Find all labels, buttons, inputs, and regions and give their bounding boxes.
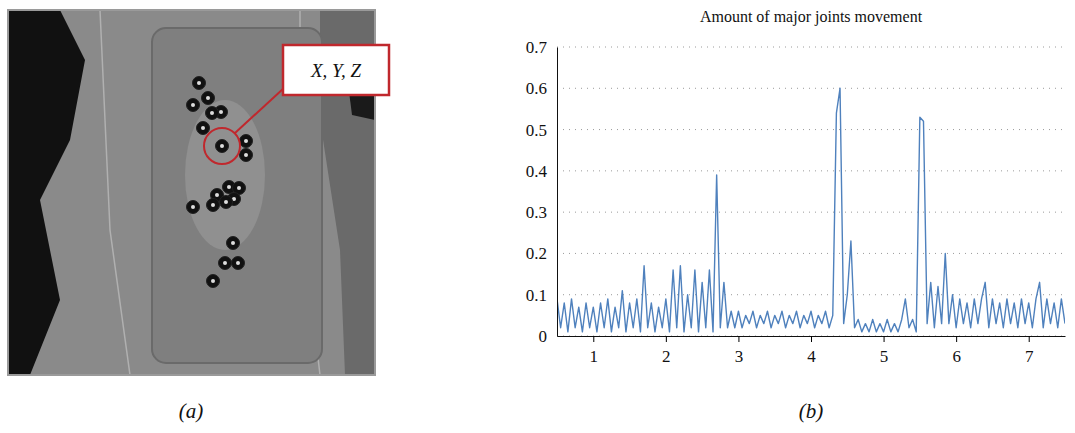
y-tick: 0.3	[526, 203, 557, 222]
chart-panel: Amount of major joints movement 0 0.1 0.2 0.…	[526, 8, 1066, 423]
grid-line	[557, 47, 1065, 48]
panel-label: (b)	[799, 399, 824, 423]
figure: X, Y, Z (a) Amount of major joints movemen…	[0, 0, 1075, 433]
x-tick: 6	[952, 336, 961, 366]
y-tick-label: 0.5	[526, 121, 547, 140]
marker	[206, 107, 219, 120]
x-tick: 7	[1025, 336, 1034, 366]
marker-center	[227, 185, 231, 189]
x-tick: 2	[662, 336, 671, 366]
grid-line	[557, 253, 1065, 254]
x-tick-label: 6	[952, 347, 961, 366]
marker	[227, 237, 240, 250]
y-tick: 0.2	[526, 244, 557, 263]
data-line	[557, 88, 1065, 332]
grid	[557, 47, 1065, 336]
marker-center	[191, 103, 195, 107]
x-tick-mark	[956, 336, 957, 342]
y-tick-label: 0.6	[526, 79, 547, 98]
x-tick-mark	[738, 336, 739, 342]
y-tick: 0.5	[526, 121, 557, 140]
marker-center	[224, 200, 228, 204]
y-tick: 0.6	[526, 79, 557, 98]
y-tick: 0.1	[526, 286, 557, 305]
chart-title: Amount of major joints movement	[700, 8, 923, 26]
grid-line	[557, 170, 1065, 171]
x-tick-label: 7	[1025, 347, 1034, 366]
marker	[187, 201, 200, 214]
x-tick: 5	[880, 336, 889, 366]
y-tick-label: 0.2	[526, 244, 547, 263]
grid-line	[557, 294, 1065, 295]
marker	[207, 275, 220, 288]
grid-line	[557, 88, 1065, 89]
callout-circle	[204, 128, 240, 164]
depth-image-panel: X, Y, Z (a)	[8, 10, 389, 423]
marker-center	[220, 144, 224, 148]
y-tick-label: 0.7	[526, 38, 548, 57]
y-tick-label: 0	[539, 327, 548, 346]
marker-center	[206, 96, 210, 100]
marker-center	[244, 139, 248, 143]
y-tick: 0.7	[526, 38, 557, 57]
x-tick-label: 2	[662, 347, 671, 366]
x-tick-mark	[593, 336, 594, 342]
x-tick: 3	[735, 336, 744, 366]
marker-center	[211, 203, 215, 207]
y-tick-label: 0.3	[526, 203, 547, 222]
grid-line	[557, 129, 1065, 130]
panel-label: (a)	[179, 399, 204, 423]
marker	[193, 77, 206, 90]
marker	[240, 149, 253, 162]
marker	[216, 140, 229, 153]
y-tick-label: 0.1	[526, 286, 547, 305]
x-tick: 1	[590, 336, 599, 366]
dark-region	[8, 10, 85, 375]
x-tick: 4	[807, 336, 816, 366]
marker-center	[236, 261, 240, 265]
marker-center	[191, 205, 195, 209]
y-axis-line	[557, 48, 558, 337]
depth-image	[8, 10, 375, 375]
marker-center	[197, 81, 201, 85]
x-tick-label: 3	[735, 347, 744, 366]
y-axis: 0 0.1 0.2 0.3 0.4 0.5 0.6 0.7	[526, 38, 558, 346]
callout-label: X, Y, Z	[310, 60, 361, 81]
x-tick-label: 5	[880, 347, 889, 366]
marker-center	[223, 261, 227, 265]
callout-box	[283, 45, 389, 95]
marker	[232, 257, 245, 270]
marker-center	[231, 241, 235, 245]
marker	[240, 135, 253, 148]
marker	[220, 196, 233, 209]
body-region	[185, 100, 265, 250]
marker	[207, 199, 220, 212]
image-frame	[8, 10, 375, 375]
x-tick-mark	[884, 336, 885, 342]
marker-center	[244, 153, 248, 157]
marker-center	[211, 279, 215, 283]
plot-area	[557, 88, 1065, 332]
marker	[202, 92, 215, 105]
x-tick-mark	[1029, 336, 1030, 342]
marker-center	[219, 110, 223, 114]
marker	[187, 99, 200, 112]
x-axis: 1 2 3 4 5 6 7	[558, 336, 1066, 366]
y-tick: 0	[539, 327, 558, 346]
grid-line	[557, 212, 1065, 213]
marker-center	[210, 111, 214, 115]
image-background	[8, 10, 375, 375]
x-tick-label: 4	[807, 347, 816, 366]
marker	[219, 257, 232, 270]
x-tick-label: 1	[590, 347, 599, 366]
x-tick-mark	[811, 336, 812, 342]
marker-center	[201, 126, 205, 130]
y-tick-label: 0.4	[526, 162, 548, 181]
y-tick: 0.4	[526, 162, 557, 181]
marker-center	[237, 186, 241, 190]
callout-line	[235, 88, 284, 133]
marker	[197, 122, 210, 135]
x-tick-mark	[666, 336, 667, 342]
marker-center	[215, 193, 219, 197]
